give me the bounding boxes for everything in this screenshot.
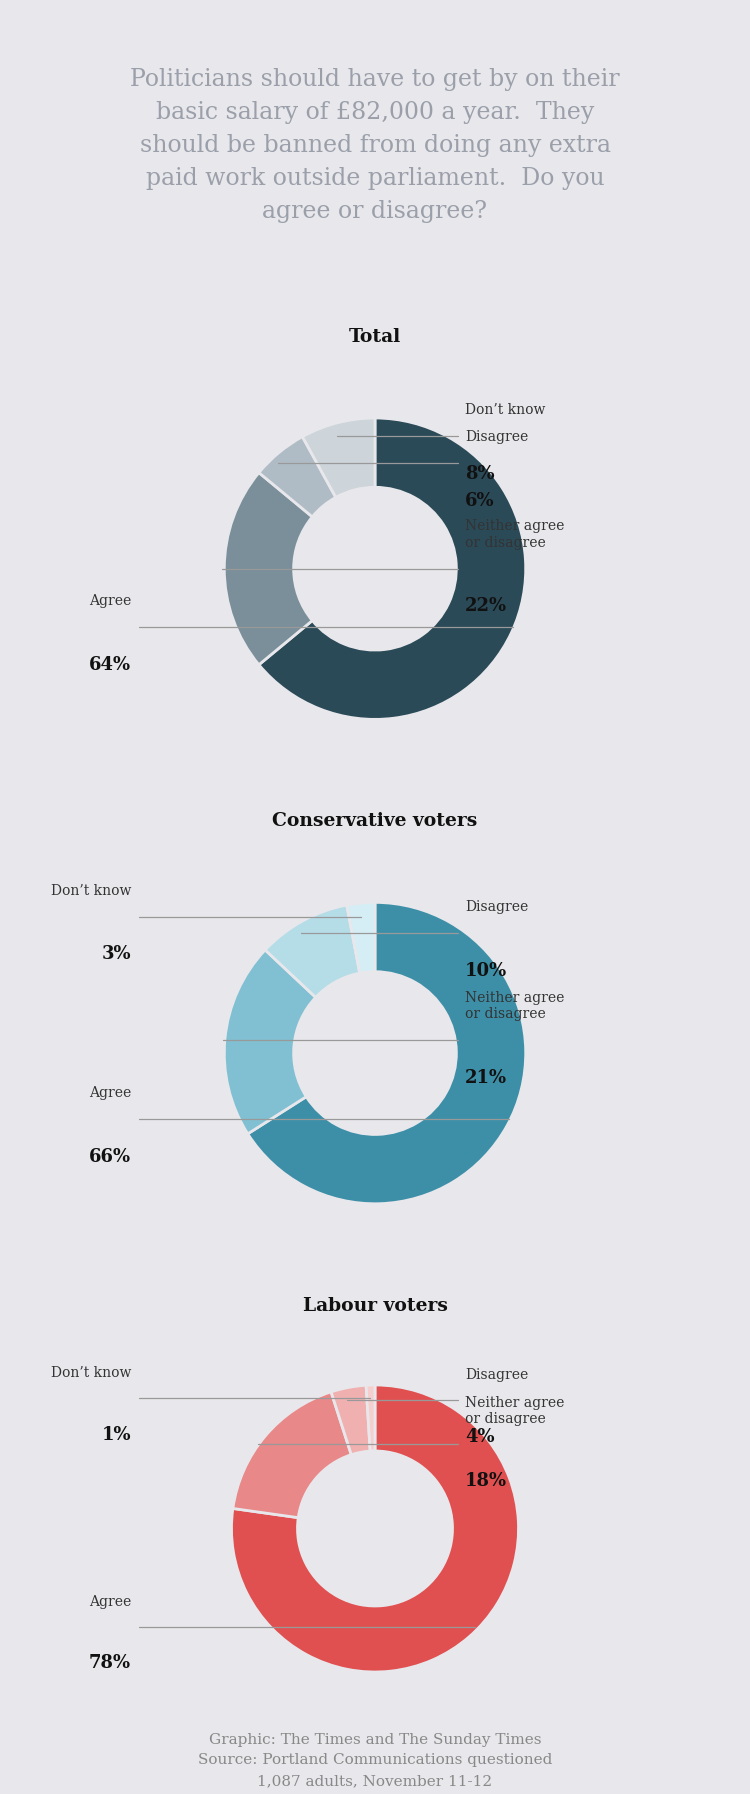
Wedge shape	[366, 1385, 375, 1451]
Wedge shape	[266, 904, 360, 997]
Wedge shape	[233, 1392, 351, 1518]
Wedge shape	[232, 1385, 518, 1672]
Text: Disagree: Disagree	[465, 901, 528, 913]
Text: 21%: 21%	[465, 1069, 507, 1087]
Text: 78%: 78%	[89, 1654, 131, 1672]
Text: Disagree: Disagree	[465, 431, 528, 445]
Text: Agree: Agree	[89, 1595, 131, 1609]
Text: 18%: 18%	[465, 1471, 507, 1489]
Text: Neither agree
or disagree: Neither agree or disagree	[465, 520, 564, 549]
Text: Labour voters: Labour voters	[302, 1297, 448, 1315]
Wedge shape	[259, 436, 336, 517]
Text: 10%: 10%	[465, 962, 507, 980]
Wedge shape	[346, 902, 375, 972]
Text: 66%: 66%	[89, 1148, 131, 1166]
Text: Don’t know: Don’t know	[51, 1365, 131, 1380]
Text: 3%: 3%	[102, 945, 131, 963]
Text: Neither agree
or disagree: Neither agree or disagree	[465, 1396, 564, 1426]
Text: Politicians should have to get by on their
basic salary of £82,000 a year.  They: Politicians should have to get by on the…	[130, 68, 620, 222]
Text: 4%: 4%	[465, 1428, 495, 1446]
Text: 6%: 6%	[465, 492, 495, 509]
Text: Disagree: Disagree	[465, 1369, 528, 1381]
Text: Neither agree
or disagree: Neither agree or disagree	[465, 990, 564, 1021]
Text: Agree: Agree	[89, 1085, 131, 1100]
Text: 1%: 1%	[102, 1426, 131, 1444]
Text: 8%: 8%	[465, 465, 495, 483]
Text: Total: Total	[349, 328, 401, 346]
Wedge shape	[331, 1385, 370, 1455]
Wedge shape	[259, 418, 526, 719]
Text: 22%: 22%	[465, 597, 507, 615]
Wedge shape	[224, 472, 312, 666]
Text: 64%: 64%	[89, 655, 131, 673]
Wedge shape	[224, 949, 316, 1134]
Text: Agree: Agree	[89, 594, 131, 608]
Text: Conservative voters: Conservative voters	[272, 813, 478, 831]
Wedge shape	[248, 902, 526, 1204]
Wedge shape	[302, 418, 375, 497]
Text: Don’t know: Don’t know	[465, 404, 545, 416]
Text: Graphic: The Times and The Sunday Times
Source: Portland Communications question: Graphic: The Times and The Sunday Times …	[198, 1733, 552, 1789]
Text: Don’t know: Don’t know	[51, 884, 131, 897]
